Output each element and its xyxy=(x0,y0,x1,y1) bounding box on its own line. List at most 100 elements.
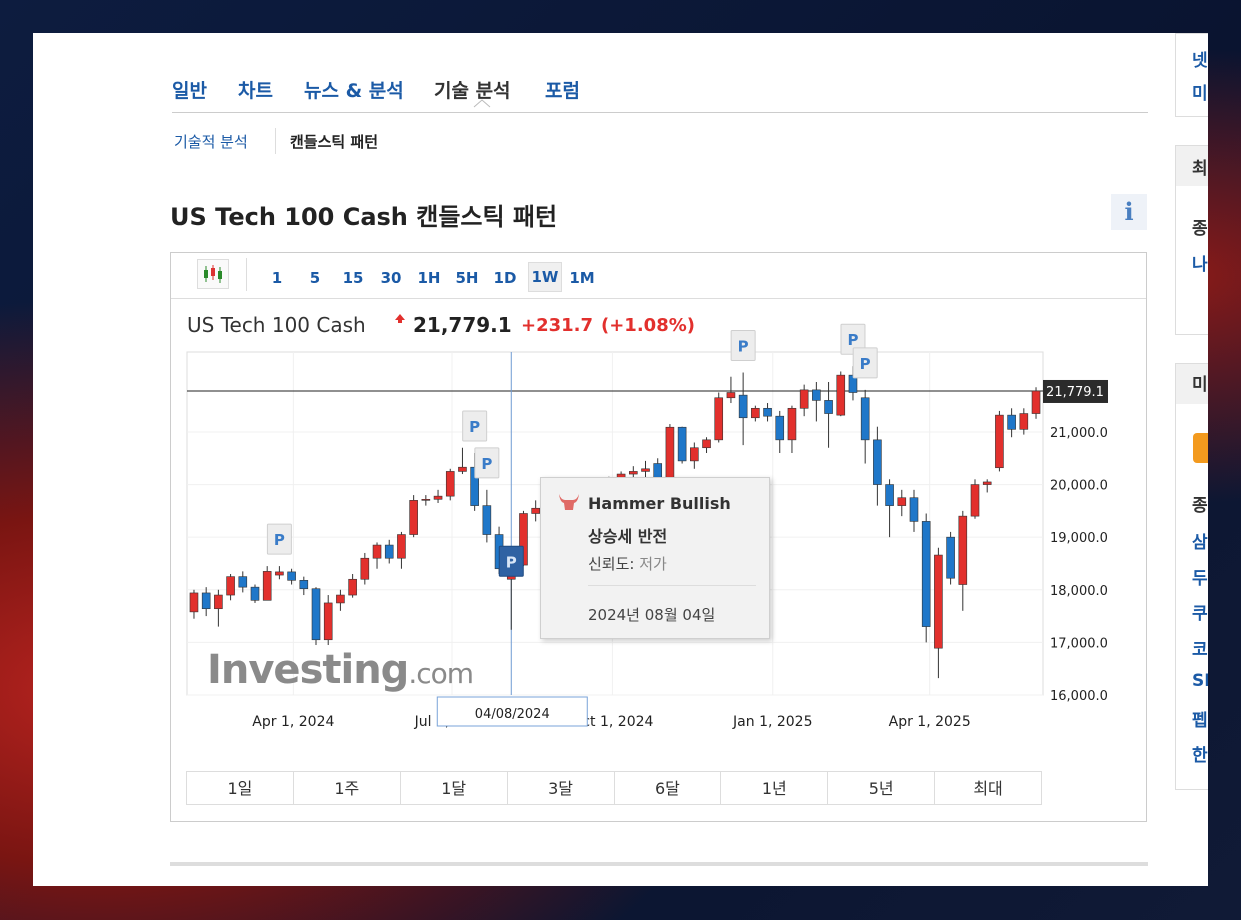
range-button[interactable]: 1일 xyxy=(186,771,294,805)
interval-button[interactable]: 1M xyxy=(569,269,595,287)
nav-tab[interactable]: 일반 xyxy=(172,80,207,102)
tab-underline xyxy=(172,112,1148,113)
sidebar-link[interactable]: 쿠 xyxy=(1192,604,1208,624)
info-button[interactable]: i xyxy=(1111,194,1147,230)
sidebar-box xyxy=(1175,145,1208,335)
interval-button[interactable]: 5H xyxy=(455,269,479,287)
candle-body xyxy=(970,484,980,517)
chart-type-button[interactable] xyxy=(197,259,229,289)
candle-body xyxy=(995,414,1004,469)
sidebar-link[interactable]: 삼 xyxy=(1192,533,1208,553)
crosshair-label-box xyxy=(436,696,588,727)
interval-button[interactable]: 5 xyxy=(309,269,321,287)
pattern-marker xyxy=(498,545,524,577)
sidebar-link[interactable]: 종 xyxy=(1192,219,1208,239)
sidebar-link[interactable]: 종 xyxy=(1192,496,1208,516)
candle-body xyxy=(677,426,687,462)
nav-tab[interactable]: 기술 분석 xyxy=(434,80,511,102)
candle-body xyxy=(311,588,321,641)
y-tick-label: 16,000.0 xyxy=(1050,689,1108,704)
pattern-label: P xyxy=(274,531,285,549)
interval-button[interactable]: 30 xyxy=(380,269,402,287)
tab-caret xyxy=(473,99,491,108)
range-button[interactable]: 6달 xyxy=(613,771,722,805)
candle-body xyxy=(714,397,724,441)
subtab[interactable]: 기술적 분석 xyxy=(174,133,248,151)
sidebar-link[interactable]: 두 xyxy=(1192,569,1208,589)
tooltip-reliability: 신뢰도: 저가 xyxy=(588,553,667,574)
nav-tab[interactable]: 차트 xyxy=(238,80,273,102)
candle-body xyxy=(531,507,540,514)
candle-body xyxy=(189,592,199,613)
candle-body xyxy=(860,397,870,441)
range-button[interactable]: 1년 xyxy=(720,771,829,805)
up-arrow xyxy=(395,314,405,323)
bull-icon xyxy=(559,494,579,510)
chart-container xyxy=(170,252,1147,822)
candle-body xyxy=(1031,390,1041,414)
pattern-label: P xyxy=(469,418,480,436)
candle-body xyxy=(384,544,394,559)
sidebar-link[interactable]: 최 xyxy=(1192,159,1208,179)
candle-body xyxy=(775,415,785,441)
candle-body xyxy=(958,515,968,585)
sidebar-link[interactable]: 넷카 xyxy=(1192,51,1208,71)
sidebar-box xyxy=(1175,363,1208,790)
candle-body xyxy=(397,534,406,559)
pattern-marker xyxy=(852,347,878,379)
candle-body xyxy=(323,602,333,641)
sidebar-link[interactable]: 한 xyxy=(1192,746,1208,766)
range-button[interactable]: 최대 xyxy=(934,771,1042,805)
range-button[interactable]: 3달 xyxy=(506,771,615,805)
nav-tab[interactable]: 포럼 xyxy=(545,80,580,102)
sidebar-link[interactable]: SI xyxy=(1192,671,1208,691)
quote-change-pct: (+1.08%) xyxy=(601,315,695,336)
candle-body xyxy=(275,571,284,576)
y-tick-label: 17,000.0 xyxy=(1050,636,1108,651)
pattern-label: P xyxy=(738,338,749,356)
interval-button[interactable]: 15 xyxy=(342,269,364,287)
candle-body xyxy=(738,394,748,419)
interval-button[interactable]: 1H xyxy=(417,269,441,287)
sidebar-link[interactable]: 미국 xyxy=(1192,84,1208,104)
tooltip-signal: 상승세 반전 xyxy=(588,527,668,546)
sidebar xyxy=(1175,33,1208,886)
sidebar-button[interactable] xyxy=(1193,433,1208,463)
sidebar-link[interactable]: 코 xyxy=(1192,640,1208,660)
page-title: US Tech 100 Cash 캔들스틱 패턴 xyxy=(170,203,558,231)
sidebar-link[interactable]: 나 xyxy=(1192,255,1208,275)
candle-body xyxy=(238,576,248,588)
candle-body xyxy=(287,571,296,581)
candle-body xyxy=(641,468,650,472)
candle-body xyxy=(372,544,382,559)
subtab[interactable]: 캔들스틱 패턴 xyxy=(290,133,379,151)
sidebar-link[interactable]: 미 xyxy=(1192,375,1208,395)
pattern-marker xyxy=(266,523,292,555)
pattern-tooltip: Hammer Bullish 상승세 반전 신뢰도: 저가 2024년 08월 … xyxy=(540,477,770,639)
range-button[interactable]: 1달 xyxy=(399,771,508,805)
candle-body xyxy=(262,571,272,601)
interval-button[interactable]: 1D xyxy=(493,269,517,287)
candle-body xyxy=(799,389,809,409)
candle-body xyxy=(421,499,431,501)
candle-body xyxy=(629,471,638,475)
candle-body xyxy=(726,392,736,399)
tooltip-divider xyxy=(588,585,756,586)
quote-change: +231.7 xyxy=(521,315,594,336)
reliability-label: 신뢰도: xyxy=(588,555,635,573)
nav-tab[interactable]: 뉴스 & 분석 xyxy=(304,80,404,102)
interval-button[interactable]: 1 xyxy=(271,269,283,287)
range-button[interactable]: 1주 xyxy=(292,771,401,805)
candle-body xyxy=(250,586,260,601)
separator xyxy=(275,128,276,154)
candle-body xyxy=(433,495,443,500)
quote-price: 21,779.1 xyxy=(413,313,512,337)
candle-body xyxy=(1019,413,1029,430)
x-tick-label: Jan 1, 2025 xyxy=(732,714,812,730)
candle-body xyxy=(409,500,418,535)
sidebar-link[interactable]: 펩 xyxy=(1192,711,1208,731)
range-button[interactable]: 5년 xyxy=(827,771,936,805)
interval-button[interactable]: 1W xyxy=(528,262,562,292)
sidebar-box xyxy=(1175,33,1208,117)
candle-body xyxy=(836,374,846,416)
